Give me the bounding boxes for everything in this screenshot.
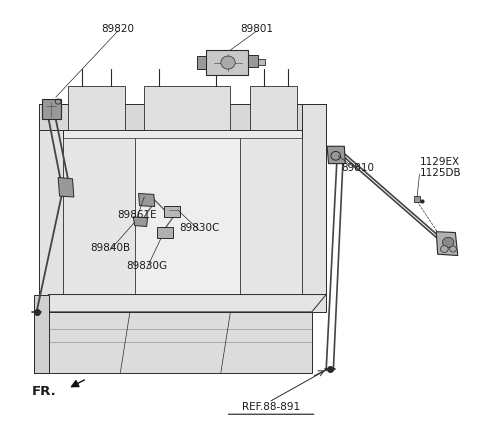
Text: 89830G: 89830G bbox=[126, 260, 167, 270]
Polygon shape bbox=[240, 139, 302, 303]
Polygon shape bbox=[34, 295, 48, 373]
Polygon shape bbox=[58, 178, 74, 197]
Polygon shape bbox=[63, 139, 135, 303]
Polygon shape bbox=[34, 295, 326, 312]
Text: 89861E: 89861E bbox=[117, 210, 157, 220]
Polygon shape bbox=[133, 217, 148, 227]
Polygon shape bbox=[144, 87, 230, 131]
Circle shape bbox=[221, 57, 235, 70]
Polygon shape bbox=[39, 105, 326, 131]
Polygon shape bbox=[157, 228, 173, 239]
Polygon shape bbox=[248, 56, 258, 68]
Text: FR.: FR. bbox=[32, 385, 57, 398]
Polygon shape bbox=[139, 194, 155, 207]
Polygon shape bbox=[34, 312, 312, 373]
Polygon shape bbox=[258, 60, 265, 66]
Text: REF.88-891: REF.88-891 bbox=[242, 401, 300, 411]
Text: 89810: 89810 bbox=[341, 162, 374, 172]
Polygon shape bbox=[302, 105, 326, 312]
Polygon shape bbox=[327, 147, 345, 164]
Polygon shape bbox=[197, 57, 206, 70]
Text: 89840B: 89840B bbox=[90, 242, 130, 252]
Polygon shape bbox=[135, 139, 240, 303]
Polygon shape bbox=[63, 131, 302, 312]
Text: 89830C: 89830C bbox=[179, 223, 219, 233]
Circle shape bbox=[443, 238, 454, 248]
Text: 1129EX
1125DB: 1129EX 1125DB bbox=[420, 157, 461, 178]
Polygon shape bbox=[164, 206, 180, 218]
Text: 89801: 89801 bbox=[240, 24, 273, 34]
Polygon shape bbox=[206, 51, 248, 76]
Circle shape bbox=[450, 247, 456, 253]
Text: 89820: 89820 bbox=[101, 24, 134, 34]
Polygon shape bbox=[250, 87, 298, 131]
Polygon shape bbox=[68, 87, 125, 131]
Polygon shape bbox=[42, 100, 60, 120]
Circle shape bbox=[441, 246, 448, 253]
Polygon shape bbox=[436, 232, 458, 256]
Polygon shape bbox=[39, 105, 63, 312]
